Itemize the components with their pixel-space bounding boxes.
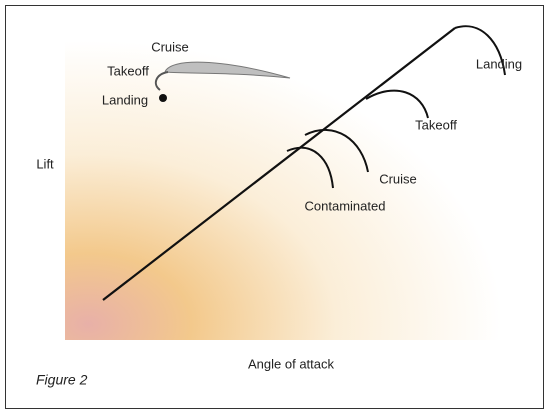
- x-axis-label: Angle of attack: [248, 356, 334, 371]
- figure: Cruise Takeoff Landing Landing Takeoff C…: [0, 0, 549, 414]
- y-axis-label: Lift: [36, 156, 54, 171]
- caption: Figure 2: [36, 372, 88, 388]
- curve-label: Contaminated: [305, 198, 386, 213]
- airfoil-landing: [159, 94, 167, 102]
- airfoil-label: Takeoff: [107, 63, 149, 78]
- curve-label: Cruise: [379, 171, 417, 186]
- curve-label: Takeoff: [415, 117, 457, 132]
- curve-label: Landing: [476, 56, 522, 71]
- airfoil-label: Cruise: [151, 39, 189, 54]
- page: Cruise Takeoff Landing Landing Takeoff C…: [0, 0, 549, 414]
- airfoil-label: Landing: [102, 92, 148, 107]
